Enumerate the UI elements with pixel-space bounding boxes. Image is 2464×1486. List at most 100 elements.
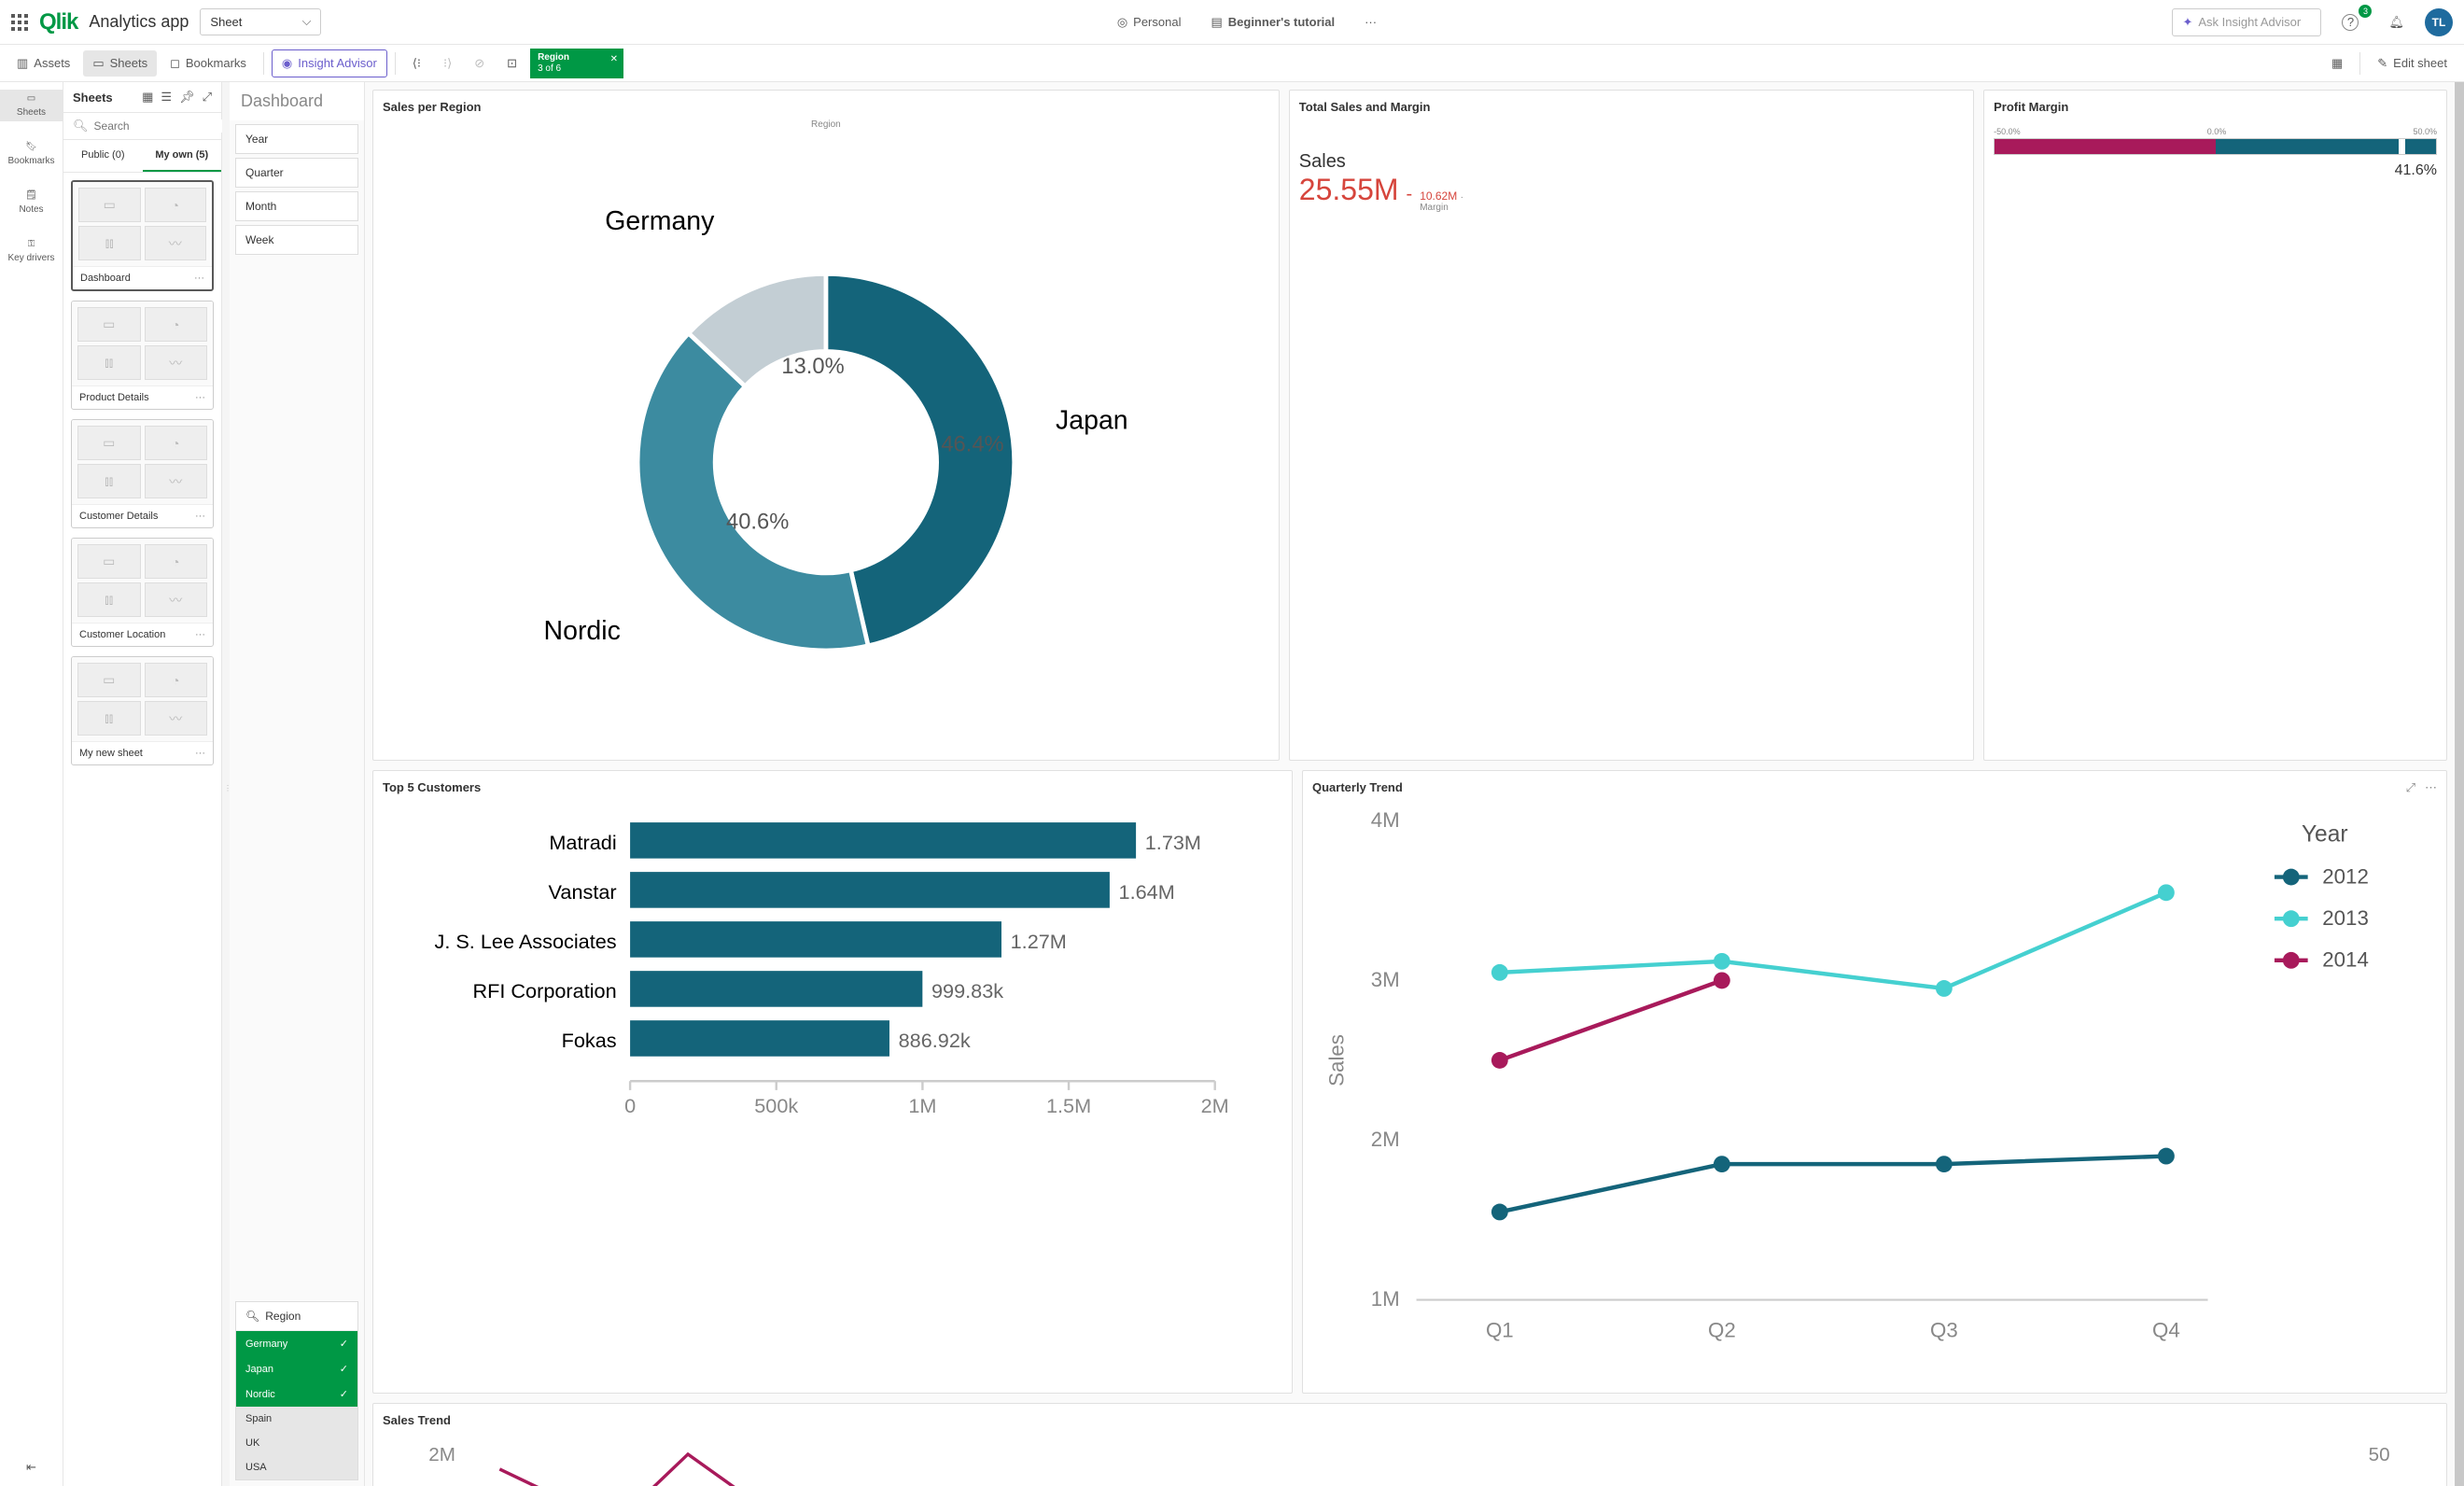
personal-button[interactable]: ◎Personal <box>1108 9 1191 35</box>
dim-item[interactable]: Week <box>235 225 358 255</box>
sheets-tool[interactable]: ▭Sheets <box>83 50 157 77</box>
svg-text:Matradi: Matradi <box>549 831 616 854</box>
sheets-panel: Sheets ▦ ☰ 📌︎ ⤢ 🔍︎ Public (0) My own (5)… <box>63 82 222 1486</box>
app-name: Analytics app <box>89 12 189 32</box>
svg-text:1.64M: 1.64M <box>1119 880 1175 904</box>
svg-text:Germany: Germany <box>605 206 715 236</box>
selection-pill[interactable]: Region 3 of 6 ✕ <box>530 49 623 78</box>
sheet-card[interactable]: ▭◔⫾⫾〰My new sheet··· <box>71 656 214 765</box>
svg-text:Nordic: Nordic <box>544 616 621 646</box>
svg-text:1M: 1M <box>908 1094 936 1117</box>
nav-bookmarks[interactable]: 🔖︎Bookmarks <box>0 138 63 170</box>
more-icon[interactable]: ··· <box>195 629 205 640</box>
svg-text:1M: 1M <box>1371 1287 1400 1311</box>
region-row[interactable]: UK <box>236 1431 357 1455</box>
region-row[interactable]: Japan✓ <box>236 1356 357 1381</box>
leftnav: ▭Sheets 🔖︎Bookmarks 🗒︎Notes ⚿Key drivers… <box>0 82 63 1486</box>
sel-clear-icon[interactable]: ⊘ <box>465 50 494 77</box>
eye-icon: ◉ <box>282 56 292 71</box>
key-icon: ⚿ <box>28 239 35 249</box>
region-row[interactable]: Nordic✓ <box>236 1381 357 1407</box>
sel-all-icon[interactable]: ⊡ <box>497 50 526 77</box>
splitter[interactable]: ⋮ <box>222 82 230 1486</box>
sel-back-icon[interactable]: ⟨⁝ <box>403 50 430 77</box>
book-icon: ▤ <box>1211 15 1222 30</box>
svg-text:999.83k: 999.83k <box>931 979 1003 1002</box>
help-button[interactable]: ?3 <box>2332 8 2368 36</box>
svg-text:2012: 2012 <box>2322 864 2369 888</box>
nav-notes[interactable]: 🗒︎Notes <box>0 187 63 218</box>
svg-text:500k: 500k <box>754 1094 798 1117</box>
search-icon: 🔍︎ <box>73 119 89 133</box>
sheet-card[interactable]: ▭◔⫾⫾〰Customer Details··· <box>71 419 214 528</box>
region-row[interactable]: USA <box>236 1455 357 1479</box>
sparkle-icon: ✦ <box>2182 15 2192 30</box>
svg-text:J. S. Lee Associates: J. S. Lee Associates <box>434 930 616 953</box>
sheets-icon: ▭ <box>27 93 35 104</box>
avatar[interactable]: TL <box>2425 8 2453 36</box>
dim-item[interactable]: Year <box>235 124 358 154</box>
sales-trend-chart: 1M2MSales304050Margin (%)2012-Jan2012-Fe… <box>383 1433 2437 1486</box>
layout-icon[interactable]: ▦ <box>2322 50 2352 77</box>
sheets-search[interactable]: 🔍︎ <box>63 113 221 140</box>
sales-per-region-card: Sales per Region Region Japan46.4%Nordic… <box>372 90 1280 761</box>
more-icon[interactable]: ⋯ <box>2425 780 2437 795</box>
bookmark-icon: 🔖︎ <box>25 142 37 152</box>
sel-fwd-icon[interactable]: ⁝⟩ <box>434 50 461 77</box>
svg-text:Japan: Japan <box>1056 406 1128 436</box>
more-icon[interactable]: ··· <box>195 392 205 403</box>
sheet-card[interactable]: ▭◔⫾⫾〰Dashboard··· <box>71 180 214 291</box>
svg-text:2M: 2M <box>1371 1128 1400 1151</box>
dim-panel: Dashboard YearQuarterMonthWeek 🔍︎Region … <box>230 82 365 1486</box>
top5-chart: Matradi1.73MVanstar1.64MJ. S. Lee Associ… <box>383 800 1282 1160</box>
nav-sheets[interactable]: ▭Sheets <box>0 90 63 121</box>
svg-text:Sales: Sales <box>1324 1034 1348 1086</box>
collapse-icon[interactable]: ⇤ <box>26 1460 36 1475</box>
more-icon[interactable]: ··· <box>1355 9 1386 35</box>
bell-icon: 🔔︎ <box>2388 15 2404 30</box>
nav-drivers[interactable]: ⚿Key drivers <box>0 235 63 267</box>
list-view-icon[interactable]: ☰ <box>161 90 172 105</box>
insight-search[interactable]: ✦Ask Insight Advisor <box>2172 8 2321 36</box>
svg-text:Q3: Q3 <box>1930 1319 1958 1342</box>
total-sales-card: Total Sales and Margin Sales 25.55M - 10… <box>1289 90 1974 761</box>
assets-tool[interactable]: ▥Assets <box>7 50 79 77</box>
donut-chart: Japan46.4%Nordic40.6%Germany13.0% <box>383 130 1269 750</box>
tab-myown[interactable]: My own (5) <box>143 140 222 172</box>
more-icon[interactable]: ··· <box>194 273 204 284</box>
svg-text:1.27M: 1.27M <box>1011 930 1067 953</box>
close-icon[interactable]: ✕ <box>610 54 618 65</box>
svg-text:2013: 2013 <box>2322 906 2369 930</box>
insight-advisor-tool[interactable]: ◉Insight Advisor <box>272 49 387 77</box>
dim-item[interactable]: Quarter <box>235 158 358 188</box>
svg-text:2M: 2M <box>428 1443 455 1465</box>
svg-text:40.6%: 40.6% <box>726 510 789 534</box>
scrollbar[interactable] <box>2455 82 2464 1486</box>
bell-button[interactable]: 🔔︎ <box>2379 9 2414 35</box>
pin-icon[interactable]: 📌︎ <box>179 90 195 105</box>
grid-view-icon[interactable]: ▦ <box>142 90 153 105</box>
pencil-icon: ✎ <box>2377 56 2387 71</box>
tutorial-button[interactable]: ▤Beginner's tutorial <box>1201 9 1344 35</box>
edit-sheet-button[interactable]: ✎Edit sheet <box>2368 50 2457 77</box>
svg-text:1.73M: 1.73M <box>1145 831 1201 854</box>
region-row[interactable]: Germany✓ <box>236 1331 357 1356</box>
sheet-card[interactable]: ▭◔⫾⫾〰Product Details··· <box>71 301 214 410</box>
top5-card: Top 5 Customers Matradi1.73MVanstar1.64M… <box>372 770 1293 1394</box>
svg-text:Q2: Q2 <box>1708 1319 1736 1342</box>
sheet-dropdown[interactable]: Sheet <box>200 8 321 35</box>
svg-text:RFI Corporation: RFI Corporation <box>472 979 616 1002</box>
more-icon[interactable]: ··· <box>195 511 205 522</box>
svg-text:4M: 4M <box>1371 808 1400 832</box>
sheet-card[interactable]: ▭◔⫾⫾〰Customer Location··· <box>71 538 214 647</box>
search-input[interactable] <box>94 119 239 133</box>
expand-icon[interactable]: ⤢ <box>2406 780 2415 795</box>
region-row[interactable]: Spain <box>236 1407 357 1431</box>
apps-grid-icon[interactable] <box>11 14 28 31</box>
expand-icon[interactable]: ⤢ <box>203 90 212 105</box>
bookmarks-tool[interactable]: ◻︎Bookmarks <box>161 50 256 77</box>
more-icon[interactable]: ··· <box>195 748 205 759</box>
svg-text:1.5M: 1.5M <box>1046 1094 1091 1117</box>
tab-public[interactable]: Public (0) <box>63 140 143 172</box>
dim-item[interactable]: Month <box>235 191 358 221</box>
